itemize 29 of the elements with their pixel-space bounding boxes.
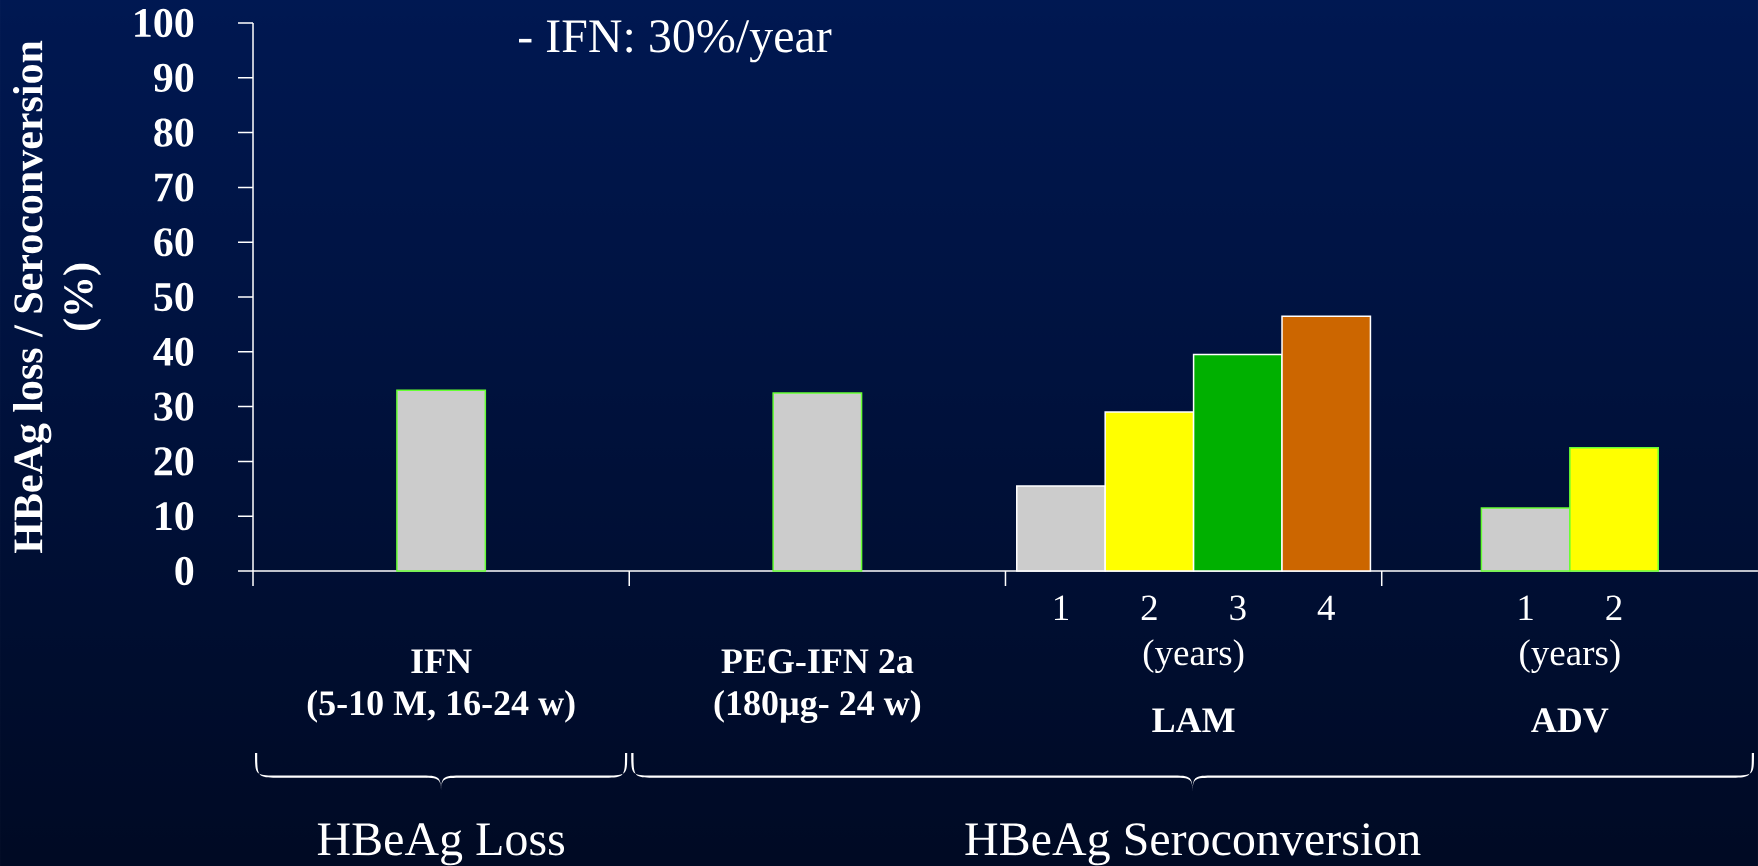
- text: 2: [1606, 595, 1622, 620]
- y-tick-label: 10: [156, 502, 194, 531]
- text: (5-10 M, 16-24 w): [307, 690, 575, 723]
- series-label: 2: [1141, 595, 1157, 620]
- text: (180µg- 24 w): [714, 690, 921, 723]
- x-tick-label: PEG-IFN 2a: [721, 649, 914, 674]
- x-tick-label: IFN: [411, 649, 472, 673]
- series-label: 3: [1230, 595, 1246, 621]
- y-tick-label: 30: [154, 392, 194, 421]
- annotation: - IFN: 30%/year: [519, 20, 832, 63]
- y-axis-title: HBeAg loss / Seroconversion (%): [12, 40, 102, 554]
- text: HBeAg Seroconversion: [965, 823, 1421, 866]
- text: (years): [1520, 639, 1620, 673]
- y-tick-label: 70: [155, 173, 194, 202]
- y-tick-label: 0: [175, 556, 194, 586]
- x-tick-label: LAM: [1152, 708, 1235, 732]
- y-tick-label: 50: [154, 282, 194, 312]
- y-tick-label: 40: [153, 337, 194, 366]
- series-label: 1: [1054, 595, 1069, 620]
- y-tick-label: 80: [154, 118, 194, 147]
- text: 1: [1519, 595, 1533, 620]
- text: HBeAg Loss: [317, 823, 565, 866]
- y-tick-label: 90: [153, 63, 194, 92]
- text: (years): [1143, 639, 1244, 673]
- y-tick-label: 20: [154, 447, 194, 476]
- y-tick-label: 60: [154, 228, 194, 257]
- series-label: 4: [1317, 595, 1335, 620]
- x-tick-label: ADV: [1531, 708, 1609, 733]
- y-tick-label: 100: [135, 8, 194, 38]
